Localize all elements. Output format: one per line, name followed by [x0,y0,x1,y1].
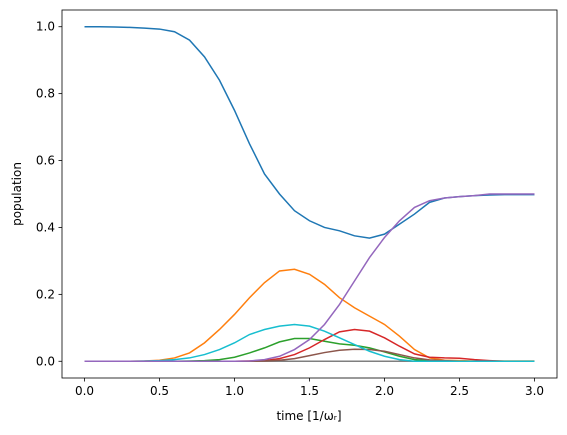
x-tick-label: 1.0 [225,384,244,398]
y-tick-label: 0.8 [36,87,55,101]
plot-frame [61,9,558,379]
y-tick-label: 0.4 [36,220,55,234]
x-tick-label: 0.5 [150,384,169,398]
x-tick-label: 3.0 [525,384,544,398]
x-tick-label: 1.5 [300,384,319,398]
x-tick-label: 0.0 [75,384,94,398]
series-line [84,337,535,363]
series-line [84,25,535,239]
y-axis-label: population [10,162,24,226]
x-axis-label: time [1/ωᵣ] [276,409,341,423]
y-tick-label: 0.2 [36,287,55,301]
x-tick-label: 2.5 [450,384,469,398]
series-line [84,328,535,363]
series-line [84,193,535,363]
y-tick-label: 1.0 [36,20,55,34]
y-tick-label: 0.0 [36,354,55,368]
y-tick-label: 0.6 [36,154,55,168]
x-tick-label: 2.0 [375,384,394,398]
